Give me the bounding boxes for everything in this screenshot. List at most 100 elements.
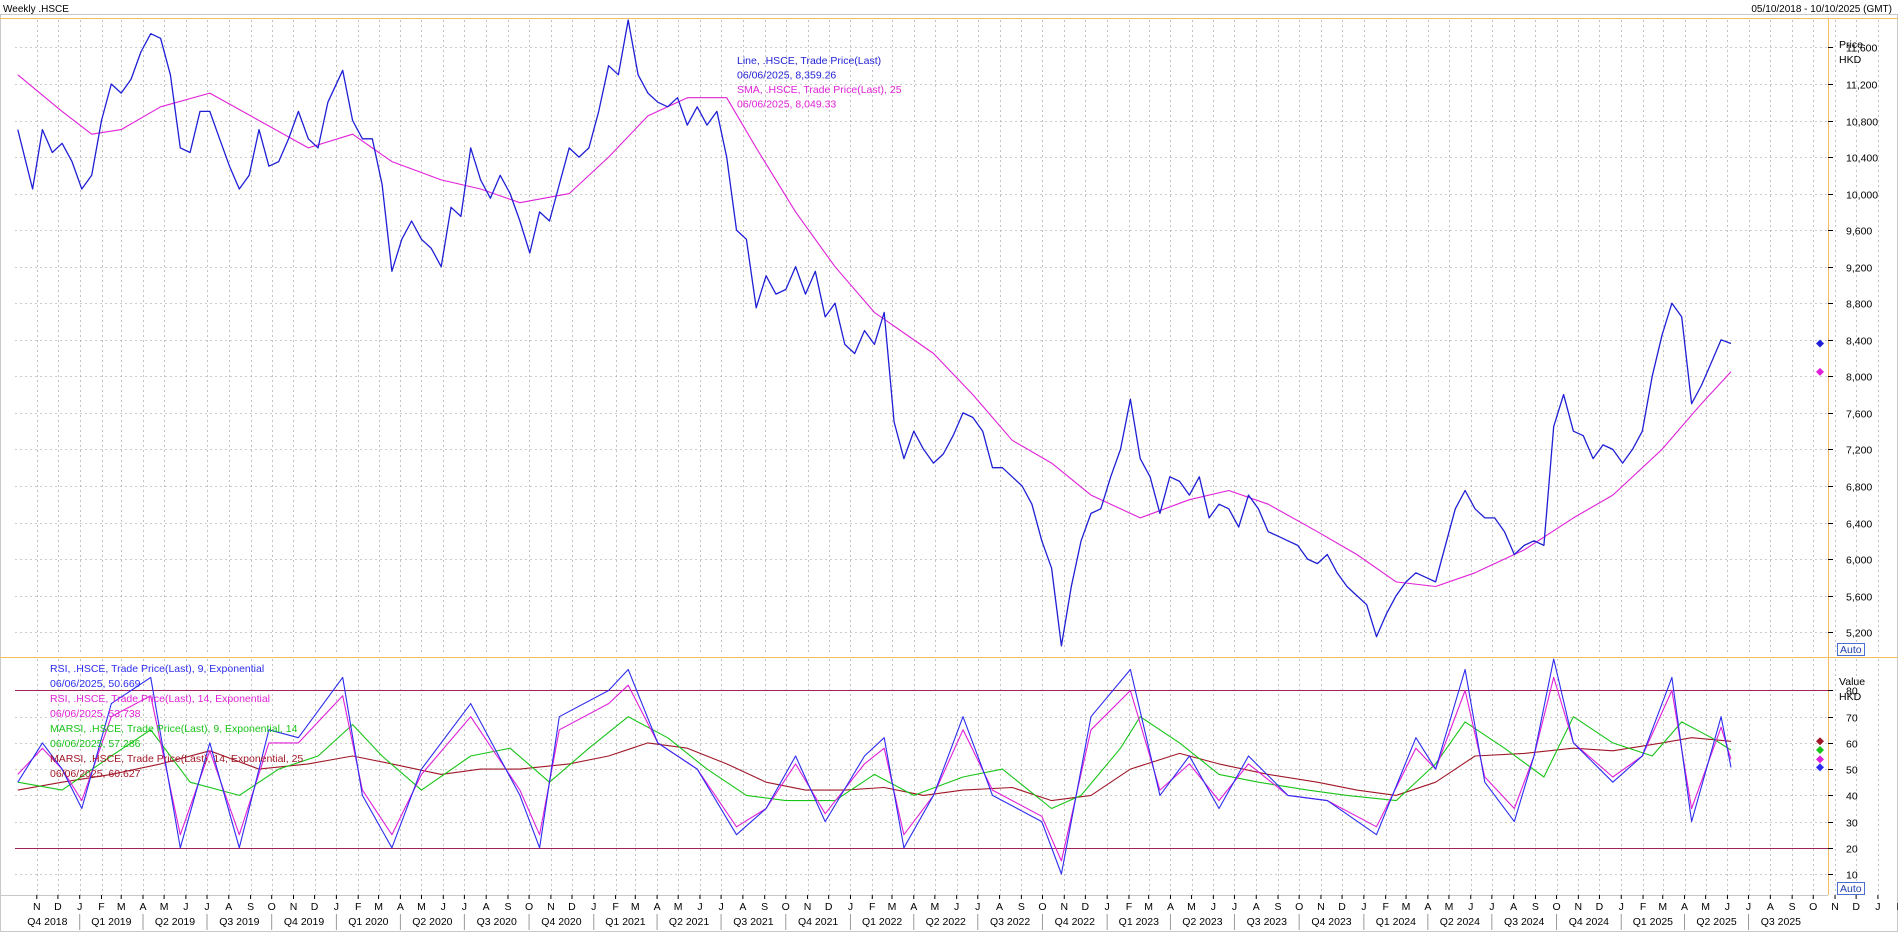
- month-label: J: [1725, 901, 1730, 913]
- month-label: N: [1060, 901, 1068, 913]
- quarter-label: Q2 2023: [1182, 916, 1222, 928]
- month-label: S: [1789, 901, 1796, 913]
- month-label: N: [33, 901, 41, 913]
- month-label: J: [1468, 901, 1473, 913]
- month-label: M: [674, 901, 683, 913]
- month-label: A: [225, 901, 232, 913]
- quarter-label: Q4 2023: [1311, 916, 1351, 928]
- rsi-axis-title: Value: [1839, 676, 1865, 688]
- rsi-auto-button: [1837, 882, 1865, 895]
- rsi-legend-line: 06/06/2025, 50.669: [50, 678, 141, 690]
- month-label: O: [1552, 901, 1560, 913]
- month-label: J: [204, 901, 209, 913]
- month-label: A: [1167, 901, 1174, 913]
- month-label: A: [739, 901, 746, 913]
- month-label: M: [1187, 901, 1196, 913]
- price-legend-line: 06/06/2025, 8,359.26: [737, 70, 836, 82]
- month-label: O: [1038, 901, 1046, 913]
- month-label: M: [374, 901, 383, 913]
- month-label: S: [504, 901, 511, 913]
- month-label: J: [1232, 901, 1237, 913]
- quarter-label: Q3 2020: [477, 916, 517, 928]
- price-tick-label: 11,600: [1846, 43, 1877, 55]
- rsi-tick-label: 70: [1846, 713, 1858, 725]
- quarter-label: Q4 2020: [541, 916, 581, 928]
- month-label: O: [782, 901, 790, 913]
- price-tick-label: 8,800: [1846, 299, 1872, 311]
- quarter-label: Q1 2020: [348, 916, 388, 928]
- month-label: J: [77, 901, 82, 913]
- price-tick-label: 7,200: [1846, 445, 1872, 457]
- month-label: J: [1746, 901, 1751, 913]
- price-tick-label: 10,800: [1846, 117, 1878, 129]
- price-tick-label: 6,400: [1846, 519, 1872, 531]
- month-label: M: [1144, 901, 1153, 913]
- rsi-last-marker: [1816, 763, 1824, 772]
- rsi-legend-line: MARSI, .HSCE, Trade Price(Last), 14, Exp…: [50, 753, 303, 765]
- month-label: M: [160, 901, 169, 913]
- month-label: D: [311, 901, 319, 913]
- quarter-label: Q3 2019: [219, 916, 259, 928]
- quarter-label: Q2 2020: [412, 916, 452, 928]
- rsi-axis-unit: HKD: [1839, 691, 1862, 703]
- month-label: N: [290, 901, 298, 913]
- rsi-9-line: [17, 658, 1732, 875]
- price-tick-label: 8,400: [1846, 336, 1872, 348]
- marsi-9-line: [17, 716, 1732, 810]
- rsi-last-marker: [1816, 737, 1824, 746]
- month-label: J: [183, 901, 188, 913]
- month-label: D: [1082, 901, 1090, 913]
- rsi-14-line: [17, 676, 1732, 862]
- month-label: A: [996, 901, 1003, 913]
- quarter-label: Q3 2023: [1247, 916, 1287, 928]
- month-label: D: [825, 901, 833, 913]
- month-label: S: [1018, 901, 1025, 913]
- quarter-label: Q2 2025: [1696, 916, 1736, 928]
- price-legend-line: 06/06/2025, 8,049.33: [737, 99, 836, 111]
- month-label: J: [975, 901, 980, 913]
- quarter-label: Q3 2024: [1504, 916, 1544, 928]
- quarter-label: Q1 2021: [605, 916, 645, 928]
- rsi-tick-label: 30: [1846, 818, 1858, 830]
- month-label: A: [1253, 901, 1260, 913]
- month-label: M: [417, 901, 426, 913]
- month-label: A: [139, 901, 146, 913]
- month-label: N: [1575, 901, 1583, 913]
- last-value-markers: [1816, 339, 1824, 772]
- rsi-tick-label: 80: [1846, 686, 1858, 698]
- rsi-last-marker: [1816, 755, 1824, 764]
- month-label: M: [1402, 901, 1411, 913]
- quarter-label: Q2 2021: [669, 916, 709, 928]
- month-label: D: [568, 901, 576, 913]
- month-label: M: [117, 901, 126, 913]
- price-tick-label: 6,800: [1846, 482, 1872, 494]
- month-label: J: [1211, 901, 1216, 913]
- month-label: A: [483, 901, 490, 913]
- month-label: S: [247, 901, 254, 913]
- rsi-legend-line: 06/06/2025, 60.627: [50, 768, 141, 780]
- price-tick-label: 7,600: [1846, 409, 1872, 421]
- month-label: F: [1640, 901, 1646, 913]
- month-label: J: [954, 901, 959, 913]
- month-label: F: [1897, 901, 1898, 913]
- price-tick-label: 11,200: [1846, 80, 1877, 92]
- quarter-label: Q1 2025: [1633, 916, 1673, 928]
- panel-frames: [0, 14, 1898, 932]
- quarter-label: Q1 2019: [91, 916, 131, 928]
- outer-frame: [0, 14, 1898, 932]
- quarter-label: Q2 2019: [155, 916, 195, 928]
- rsi-tick-label: 40: [1846, 791, 1858, 803]
- quarter-label: Q4 2018: [27, 916, 67, 928]
- quarter-label: Q2 2024: [1440, 916, 1480, 928]
- quarter-label: Q4 2022: [1055, 916, 1095, 928]
- month-label: D: [1338, 901, 1346, 913]
- price-tick-label: 5,200: [1846, 628, 1872, 640]
- legends: Line, .HSCE, Trade Price(Last) 06/06/2025…: [50, 55, 902, 780]
- month-label: O: [1295, 901, 1303, 913]
- rsi-legend-line: RSI, .HSCE, Trade Price(Last), 14, Expon…: [50, 693, 270, 705]
- rsi-auto-label: Auto: [1840, 883, 1862, 895]
- rsi-legend-line: RSI, .HSCE, Trade Price(Last), 9, Expone…: [50, 663, 264, 675]
- sma-last-marker: [1816, 367, 1824, 376]
- rsi-last-marker: [1816, 746, 1824, 755]
